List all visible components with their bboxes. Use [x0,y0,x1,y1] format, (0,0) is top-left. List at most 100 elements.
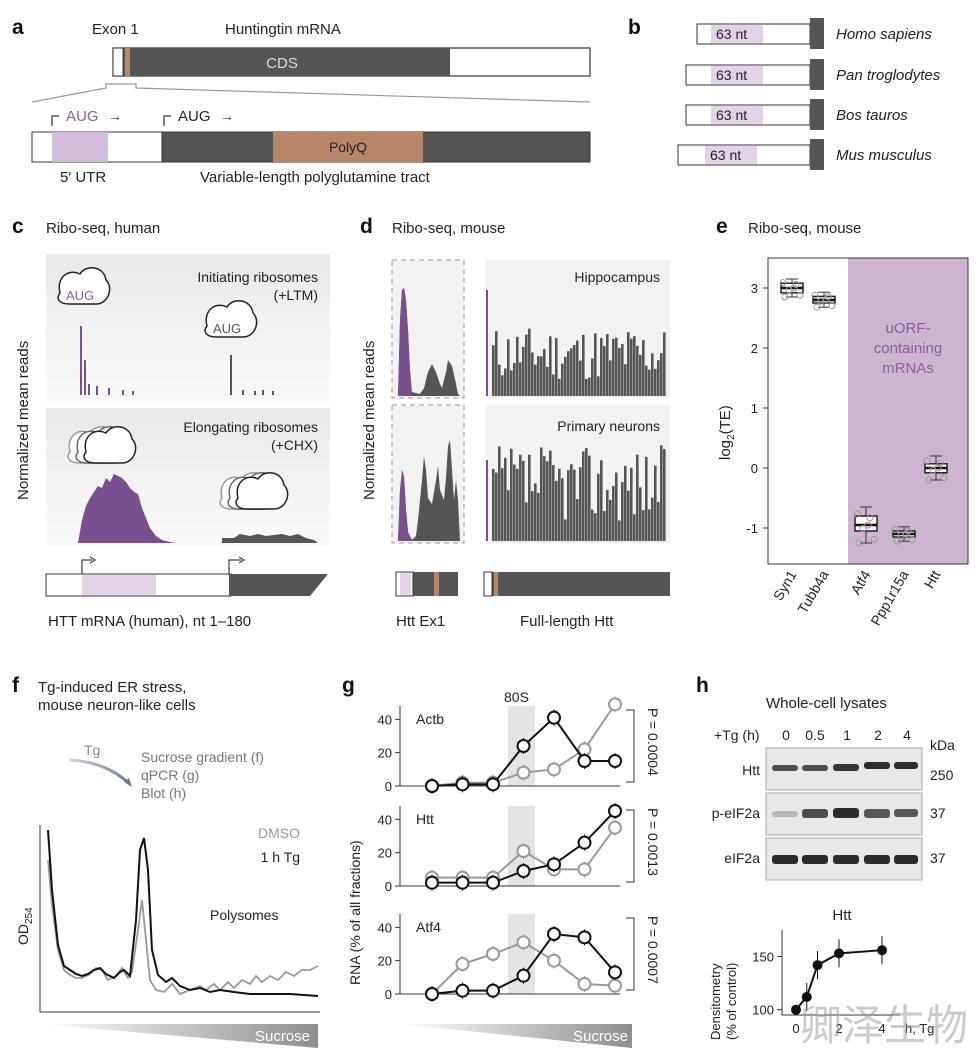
read-bar [564,519,567,541]
ytick-label: 0 [385,879,392,894]
read-bar [663,332,666,396]
panel-e-yaxis: -1 0 1 2 3 [746,281,768,536]
data-point [425,875,439,890]
read-bar [651,497,654,541]
read-bar [582,334,585,396]
read-bar [498,446,501,541]
ytick-label: 40 [378,812,392,827]
data-point [608,978,622,993]
read-bar [597,376,600,396]
read-bar [522,460,525,541]
species-name: Mus musculus [836,147,932,164]
uorf-box [52,132,108,162]
species-row: 63 nt Homo sapiens [696,18,932,49]
p-bracket [626,809,635,883]
read-bar [555,338,558,396]
category-label: Htt [921,567,944,591]
species-row: 63 nt Pan troglodytes [685,59,941,90]
panel-f-axes [39,825,320,1013]
uorf-bar [711,25,763,43]
data-point [486,777,500,792]
ytick-label: 20 [378,746,392,761]
panel-e-title: Ribo-seq, mouse [748,220,861,237]
densitometry-label: Densitometry [708,963,723,1040]
read-bar [576,340,579,396]
read-bar [660,353,663,396]
read-bar [495,472,498,541]
panel-g-ylabel: RNA (% of all fractions) [347,840,363,985]
box-point [828,302,836,310]
full-uorf-peak-hippo [486,290,488,396]
read-bar [618,347,621,396]
box-point [853,510,861,518]
data-point [547,857,561,872]
cds-start [810,18,824,49]
x-unit-label: h, Tg [905,1021,934,1036]
box-point [817,297,825,305]
step-qpcr: qPCR (g) [141,767,199,783]
read-bar [630,467,633,541]
panel-d-ylabel: Normalized mean reads [361,341,378,500]
box-point [864,521,872,529]
panel-b-label: b [628,16,641,39]
data-point [608,965,622,980]
read-bar [498,364,501,396]
ytick-label: 20 [378,954,392,969]
data-point [834,948,844,959]
tg-label: Tg [84,742,100,758]
read-bar [510,448,513,541]
aug-ribosome-2: AUG [213,321,241,336]
full-reads-hippo [492,328,666,396]
od-ylabel: OD254 [15,907,35,945]
data-point [455,957,470,971]
box-point [796,291,804,299]
panel-h: h Whole-cell lysates +Tg (h) 0 0.5 1 2 4… [696,674,955,1040]
kda-eif2a: 37 [930,850,946,866]
category-label: Syn1 [770,567,800,603]
time-1: 1 [843,727,851,743]
read-bar [558,378,561,396]
time-05: 0.5 [805,727,825,743]
polyq-small [125,48,130,76]
data-point [577,862,592,877]
read-bar [639,354,642,396]
read-bar [513,362,516,396]
panel-c-ylabel: Normalized mean reads [15,341,32,500]
read-bar [537,492,540,541]
gene-label: Htt [416,811,434,827]
read-bar [528,454,531,541]
read-bar [552,465,555,541]
data-point [608,754,622,768]
read-bar [561,363,564,396]
aug-main-label: AUG [178,108,211,125]
category-label: Tubb4a [794,567,831,616]
uorf-label-3: mRNAs [882,360,934,377]
exon1-label: Exon 1 [92,21,139,38]
data-point [577,930,592,945]
read-bar [585,378,588,396]
read-bar [624,465,627,541]
sucrose-label-f: Sucrose [255,1028,310,1045]
read-bar [525,502,528,541]
data-point [516,864,531,878]
read-bar [492,468,495,541]
ytick-label: 20 [378,846,392,861]
read-bar [513,464,516,541]
read-bar [636,345,639,396]
uorf-highlight [848,258,968,564]
read-bar [597,473,600,541]
box-point [934,464,942,472]
read-bar [543,456,546,541]
data-point [577,977,592,991]
cds-start [810,139,824,170]
data-point [547,762,561,777]
read-bar [600,460,603,541]
aug-bracket-1 [51,115,59,126]
read-bar [609,360,612,396]
tg-arrow [69,758,131,786]
data-point [547,710,561,725]
uorf-label-1: uORF- [886,320,931,337]
read-bar [615,337,618,396]
data-point [425,987,439,1001]
